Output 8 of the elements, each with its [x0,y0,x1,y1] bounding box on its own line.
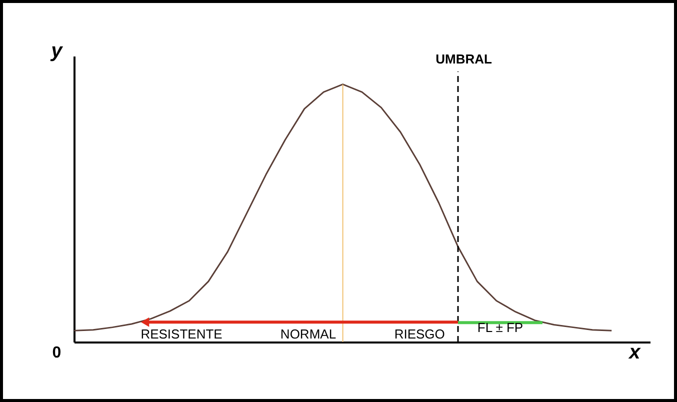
text: UMBRAL [436,51,492,66]
x-axis-title: x [628,341,642,364]
y-axis-title: y [50,40,64,62]
annotation: FL ± FP [477,320,524,335]
annotation: NORMAL [280,326,336,342]
annotation: RESISTENTE [140,326,223,342]
annotation: RIESGO [394,326,445,342]
text: 0 [52,344,62,362]
